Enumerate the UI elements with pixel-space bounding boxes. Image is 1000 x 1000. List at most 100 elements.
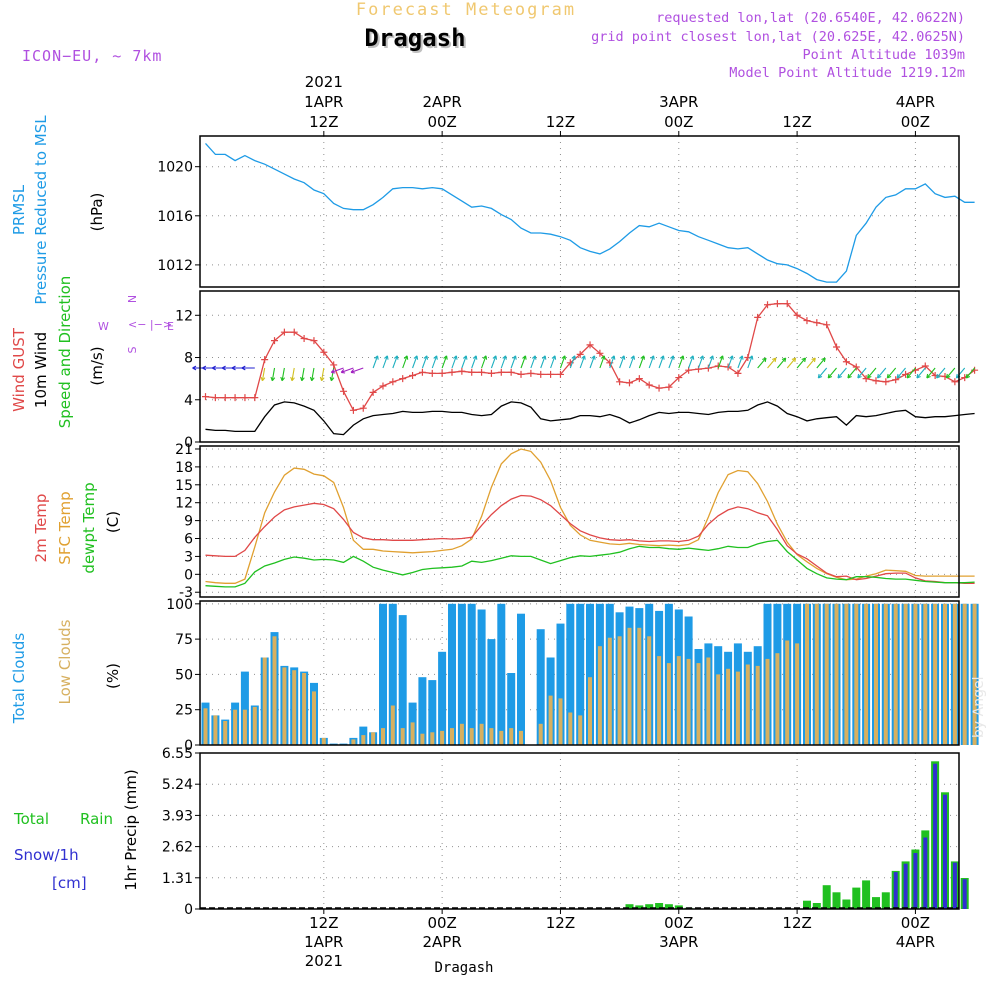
pressure-label-desc: Pressure Reduced to MSL: [32, 115, 50, 305]
low-cloud-bar: [834, 603, 839, 745]
gust-marker: [310, 337, 318, 345]
wind-direction-arrow: [490, 355, 498, 369]
low-cloud-bar: [499, 730, 504, 745]
wind-direction-arrow: [461, 355, 468, 369]
gust-marker: [556, 370, 564, 378]
wind-direction-arrow: [727, 355, 734, 369]
wind-direction-arrow: [392, 355, 399, 369]
low-cloud-bar: [726, 668, 731, 745]
temp-unit: (C): [104, 511, 122, 533]
low-cloud-bar: [351, 739, 356, 745]
y-tick-label: 0: [184, 738, 193, 754]
wind-direction-arrow: [817, 367, 828, 379]
wind-direction-arrow: [540, 355, 547, 369]
gust-marker: [645, 381, 653, 389]
wind-direction-arrow: [290, 367, 295, 382]
wind-direction-arrow: [241, 365, 255, 371]
wind-direction-arrow: [309, 367, 315, 382]
rain-bar: [832, 892, 841, 909]
y-tick-label: 0: [184, 902, 193, 918]
y-tick-label: 25: [175, 703, 193, 719]
low-cloud-bar: [686, 658, 691, 745]
gust-marker: [399, 375, 407, 383]
total-cloud-bar: [240, 671, 249, 745]
panel-labels: PRMSL Pressure Reduced to MSL (hPa) Wind GU…: [10, 115, 174, 892]
total-cloud-bar: [398, 615, 407, 745]
dewpt-temp-label: dewpt Temp: [80, 482, 98, 573]
panel-frame-pressure: [199, 135, 960, 288]
wind-direction-arrow: [330, 367, 344, 374]
y-tick-label: 12: [175, 496, 193, 512]
wind-direction-arrow: [579, 355, 586, 369]
total-cloud-bar: [586, 603, 594, 745]
low-cloud-bar: [371, 732, 376, 745]
gust-marker: [487, 369, 495, 377]
wind-direction-arrow: [697, 355, 705, 369]
wind-gust-line: [205, 303, 975, 412]
low-cloud-bar: [923, 603, 928, 745]
time-label-top: 00Z: [664, 113, 693, 131]
low-cloud-bar: [262, 657, 267, 745]
low-cloud-bar: [795, 643, 800, 745]
wind-direction-arrow: [688, 355, 695, 369]
compass-arrows: <− |−>: [128, 318, 172, 331]
gust-marker: [330, 361, 338, 369]
precip-rain-label: Rain: [80, 810, 113, 828]
low-cloud-bar: [893, 603, 898, 745]
wind-direction-arrow: [936, 367, 946, 379]
gust-marker: [349, 406, 357, 414]
snow-bar: [913, 853, 918, 909]
gust-marker: [517, 370, 525, 378]
low-cloud-bar: [381, 728, 385, 745]
gust-marker: [616, 378, 624, 386]
low-cloud-bar: [637, 627, 642, 745]
wind-direction-arrow: [955, 367, 966, 379]
gust-marker: [714, 362, 722, 370]
rain-bar: [655, 903, 664, 909]
low-cloud-bar: [272, 636, 277, 745]
panel-frames: [195, 131, 960, 914]
low-cloud-bar: [883, 603, 888, 745]
gust-marker: [300, 335, 308, 343]
y-tick-label: 12: [175, 308, 193, 324]
rain-bar: [803, 900, 811, 909]
low-cloud-bar: [785, 640, 790, 745]
low-cloud-bar: [223, 721, 228, 745]
total-cloud-bar: [556, 623, 565, 745]
gust-marker: [754, 313, 762, 321]
wind-direction-arrow: [481, 355, 488, 369]
y-tick-label: 1020: [157, 160, 193, 176]
total-cloud-bar: [536, 629, 545, 745]
chart-marks: [192, 142, 979, 909]
panel-frame-wind: [199, 290, 960, 443]
time-label-bottom: 00Z: [901, 914, 930, 932]
wind-direction-arrow: [559, 355, 567, 369]
total-cloud-bar: [457, 603, 466, 745]
wind-direction-arrow: [569, 355, 576, 369]
snow-bar: [933, 763, 938, 909]
gust-marker: [783, 300, 791, 308]
wind-direction-arrow: [747, 355, 754, 369]
rain-bar: [822, 885, 831, 909]
total-cloud-bar: [497, 603, 506, 745]
y-tick-label: 5.24: [162, 777, 193, 793]
low-cloud-bar: [203, 708, 208, 745]
gust-marker: [379, 382, 387, 390]
low-cloud-bar: [903, 603, 908, 745]
low-cloud-bar: [302, 673, 307, 745]
wind-direction-arrow: [510, 355, 517, 369]
gust-marker: [271, 337, 279, 345]
low-cloud-bar: [666, 663, 671, 745]
time-label-top: 4APR: [896, 93, 935, 111]
wind-direction-arrow: [757, 357, 767, 369]
wind-direction-arrow: [837, 367, 847, 379]
wind-direction-arrow: [300, 367, 305, 382]
wind-direction-arrow: [658, 355, 665, 369]
wind-direction-arrow: [827, 367, 837, 379]
y-tick-label: 3.93: [162, 808, 193, 824]
gust-marker: [340, 387, 348, 395]
wind-direction-arrow: [847, 367, 857, 379]
time-label-bottom: 4APR: [896, 933, 935, 951]
total-cloud-bar: [448, 603, 456, 745]
gust-marker: [389, 378, 397, 386]
